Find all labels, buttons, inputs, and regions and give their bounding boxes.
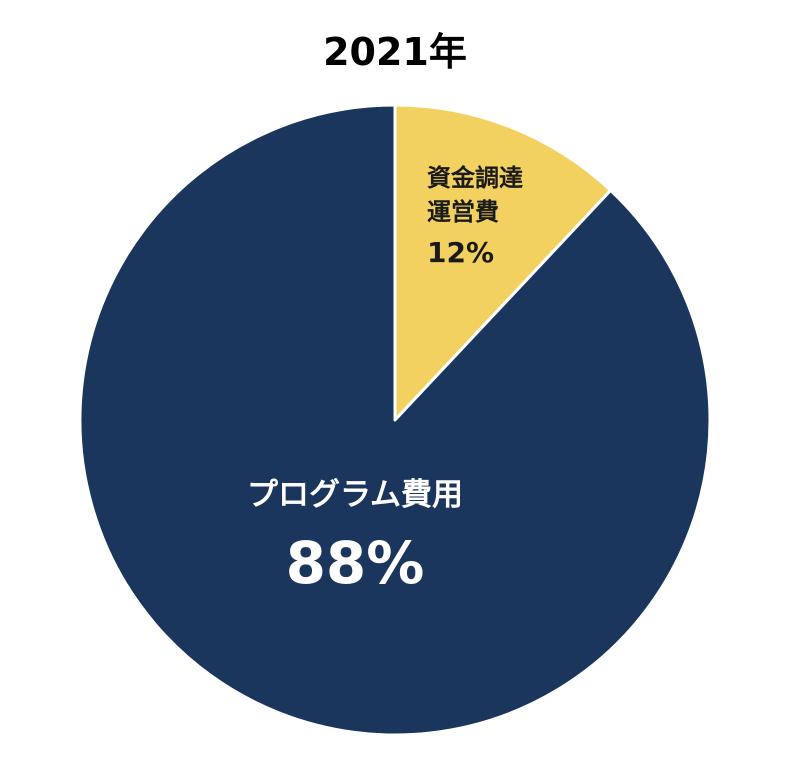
slice-0-value-label: 12%	[427, 236, 494, 269]
slice-0-name-label-1: 運営費	[427, 198, 499, 226]
pie-slice-1	[78, 103, 712, 737]
slice-1-name-label-0: プログラム費用	[247, 477, 463, 513]
slice-0-name-label-0: 資金調達	[427, 164, 523, 192]
slice-1-value-label: 88%	[286, 529, 425, 597]
pie-slice-0	[393, 103, 613, 422]
chart-title: 2021年	[323, 30, 467, 74]
